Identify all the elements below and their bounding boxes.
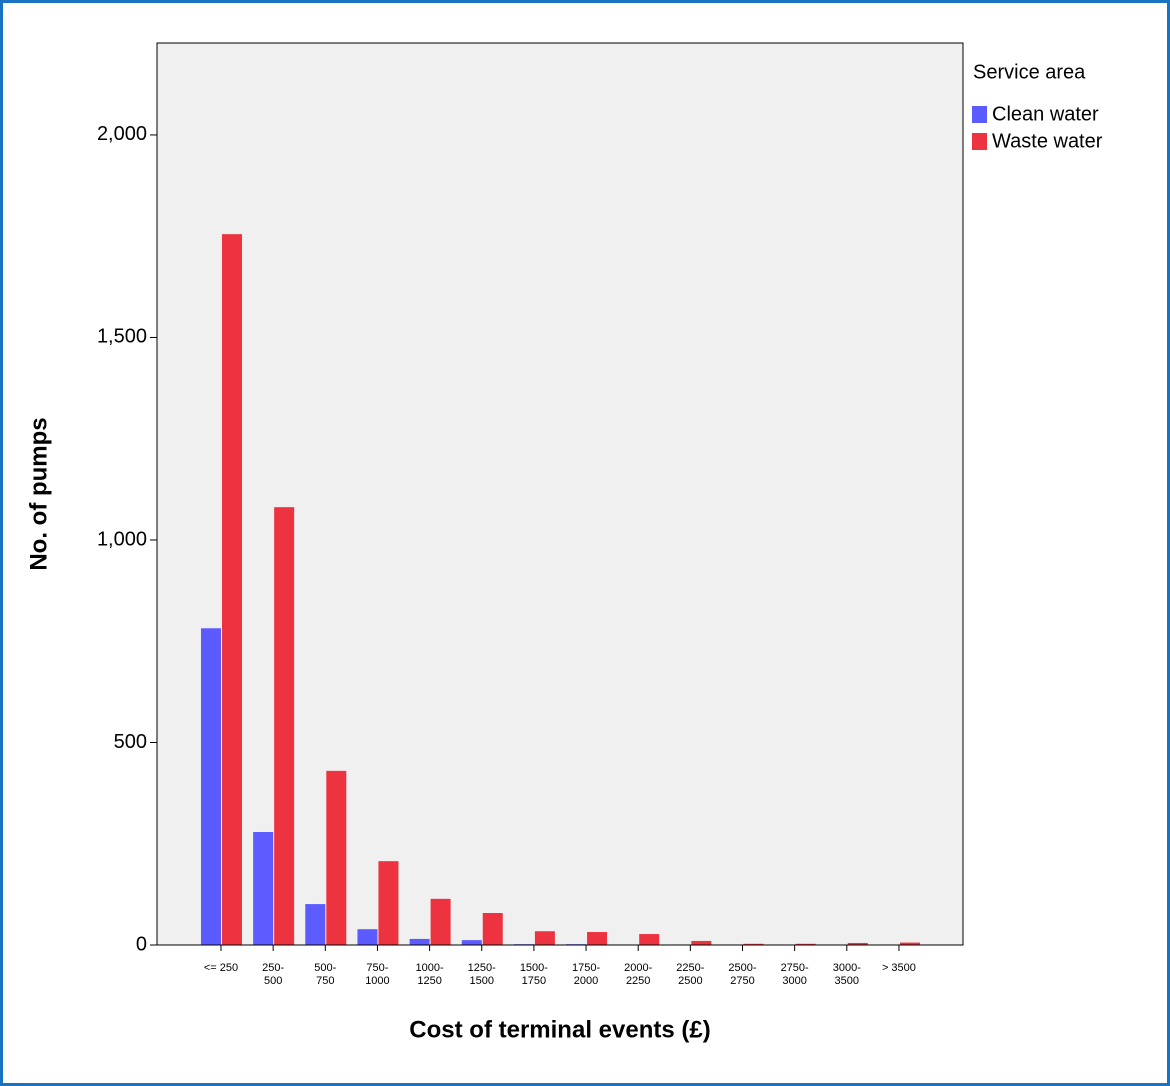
legend-label: Waste water: [992, 130, 1103, 152]
bar: [743, 943, 764, 945]
bar: [222, 234, 242, 946]
y-axis-title: No. of pumps: [25, 417, 52, 570]
x-tick-label: 500- 750: [314, 962, 337, 987]
y-tick-label: 2,000: [97, 123, 147, 145]
bar: [305, 904, 326, 945]
legend-swatch: [972, 133, 987, 150]
x-tick-label: 2500- 2750: [728, 962, 757, 987]
bar: [587, 932, 608, 945]
x-tick-label: 1500- 1750: [519, 962, 548, 987]
bar: [326, 770, 347, 945]
legend-title: Service area: [973, 61, 1086, 83]
x-tick-label: 250- 500: [262, 962, 285, 987]
bar: [409, 938, 430, 945]
bar: [357, 929, 378, 945]
x-tick-label: 1000- 1250: [415, 962, 444, 987]
y-tick-label: 0: [136, 933, 147, 955]
x-tick-label: 2000- 2250: [624, 962, 653, 987]
bar: [201, 628, 221, 945]
x-tick-label: 3000- 3500: [832, 962, 861, 987]
y-tick-label: 1,500: [97, 326, 147, 348]
bar: [691, 940, 712, 945]
x-tick-label: 750- 1000: [365, 962, 390, 987]
bar: [461, 940, 482, 945]
bar: [795, 943, 816, 945]
bar: [847, 942, 868, 945]
x-axis-title: Cost of terminal events (£): [409, 1016, 710, 1043]
x-tick-label: 2750- 3000: [780, 962, 809, 987]
bar: [274, 507, 295, 945]
bar: [639, 934, 660, 945]
y-tick-label: 500: [114, 731, 147, 753]
x-tick-label: 1750- 2000: [571, 962, 601, 987]
x-tick-label: > 3500: [881, 962, 916, 974]
y-tick-label: 1,000: [97, 528, 147, 550]
bar: [899, 942, 920, 945]
legend-swatch: [972, 106, 987, 123]
legend-label: Clean water: [992, 103, 1099, 125]
bar: [430, 898, 451, 945]
bar: [378, 861, 399, 945]
bar: [534, 931, 555, 945]
bar: [482, 913, 503, 945]
x-tick-label: 1250- 1500: [467, 962, 496, 987]
x-tick-label: <= 250: [203, 962, 239, 974]
bar: [253, 831, 274, 945]
x-tick-label: 2250- 2500: [676, 962, 705, 987]
